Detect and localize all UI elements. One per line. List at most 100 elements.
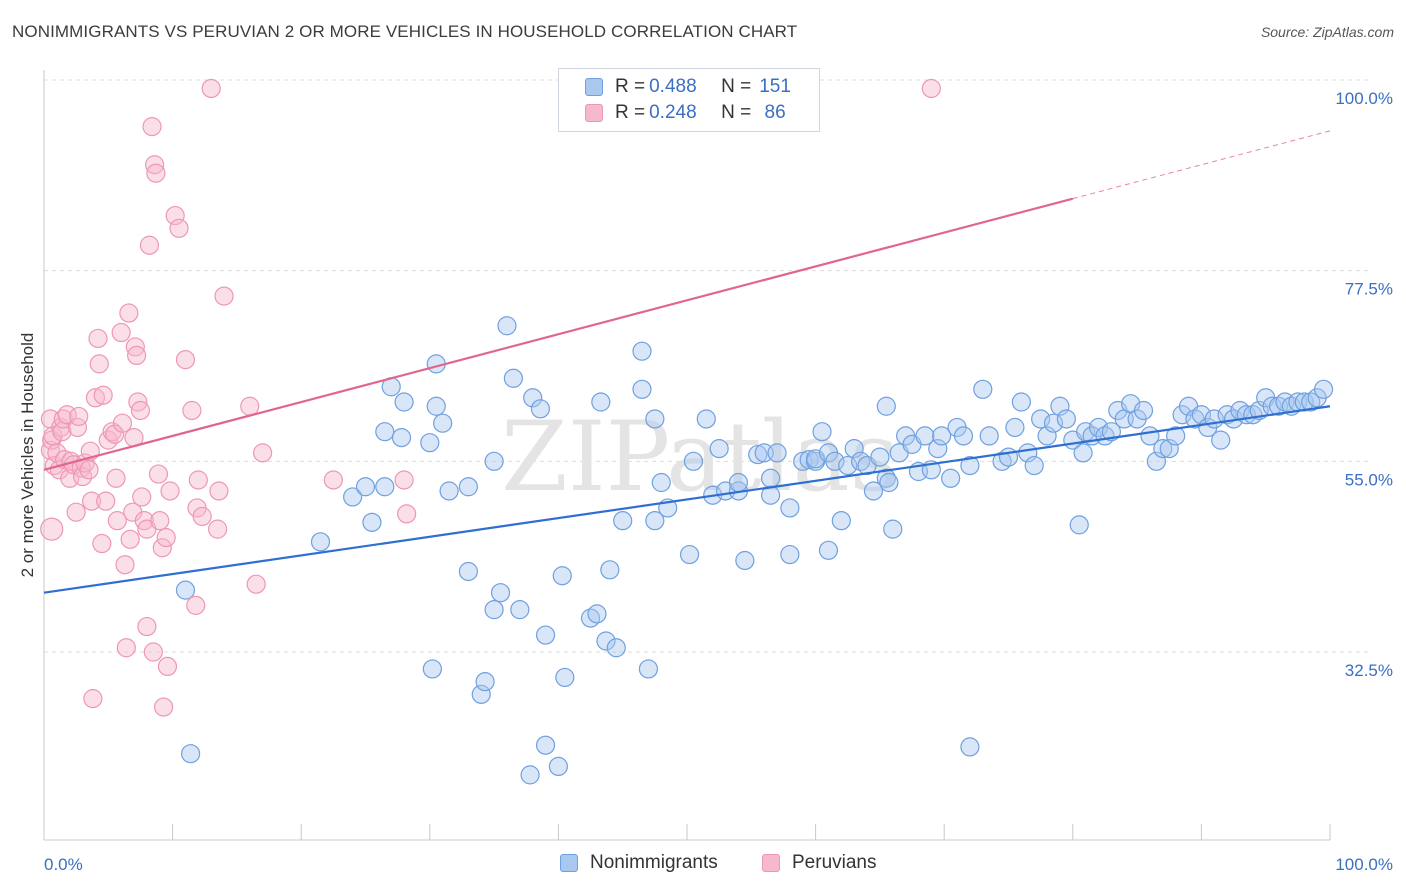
- nonimmigrants-point-42: [632, 379, 652, 399]
- nonimmigrants-point-125: [1153, 439, 1173, 459]
- peruvians-point-73: [208, 519, 228, 539]
- peruvians-point-40: [116, 638, 136, 658]
- nonimmigrants-point-51: [696, 409, 716, 429]
- nonimmigrants-point-46: [645, 511, 665, 531]
- nonimmigrants-point-102: [1011, 392, 1031, 412]
- nonimmigrants-point-39: [600, 560, 620, 580]
- nonimmigrants-point-23: [490, 583, 511, 603]
- nonimmigrants-point-73: [831, 511, 851, 531]
- y-tick-label: 100.0%: [1335, 89, 1393, 108]
- nonimmigrants-point-69: [812, 422, 832, 442]
- nonimmigrants-point-74: [838, 455, 858, 476]
- legend-swatch-blue: [560, 854, 578, 872]
- legend-r-value: 0.488: [649, 76, 697, 97]
- nonimmigrants-point-0: [175, 580, 196, 600]
- peruvians-point-41: [119, 303, 139, 323]
- peruvians-point-52: [137, 616, 157, 637]
- watermark: ZIPatlas: [501, 401, 899, 513]
- peruvians-point-16: [66, 502, 86, 522]
- nonimmigrants-point-20: [475, 672, 495, 692]
- legend-item-peruvians[interactable]: Peruvians: [762, 852, 877, 874]
- nonimmigrants-point-12: [426, 396, 446, 416]
- peruvians-point-60: [152, 538, 172, 558]
- legend-n-label: N =: [721, 76, 752, 97]
- nonimmigrants-point-92: [941, 468, 961, 488]
- peruvians-point-61: [153, 697, 174, 717]
- nonimmigrants-point-21: [484, 451, 504, 471]
- nonimmigrants-point-44: [638, 659, 659, 679]
- source-label: Source: ZipAtlas.com: [1260, 24, 1394, 40]
- nonimmigrants-point-32: [548, 756, 569, 777]
- nonimmigrants-point-19: [471, 684, 491, 704]
- x-tick-label-min: 0.0%: [44, 855, 83, 874]
- nonimmigrants-point-90: [928, 439, 948, 459]
- nonimmigrants-point-71: [818, 540, 839, 560]
- legend-item-nonimmigrants[interactable]: Nonimmigrants: [560, 852, 718, 874]
- nonimmigrants-point-22: [484, 600, 504, 620]
- series-nonimmigrants: [175, 316, 1334, 785]
- nonimmigrants-point-57: [735, 550, 755, 571]
- legend-swatch-pink: [585, 104, 603, 122]
- nonimmigrants-point-11: [420, 433, 440, 453]
- nonimmigrants-point-15: [433, 413, 453, 433]
- peruvians-point-57: [146, 163, 166, 183]
- nonimmigrants-point-18: [458, 561, 478, 582]
- nonimmigrants-point-107: [1043, 413, 1064, 433]
- y-axis-label: 2 or more Vehicles in Household: [18, 332, 37, 578]
- nonimmigrants-point-88: [915, 426, 935, 446]
- nonimmigrants-point-109: [1056, 409, 1076, 429]
- peruvians-point-25: [83, 689, 103, 709]
- peruvians-point-30: [93, 385, 113, 405]
- peruvians-point-22: [79, 460, 99, 480]
- nonimmigrants-point-117: [1101, 422, 1121, 442]
- legend-swatch-blue: [585, 78, 603, 96]
- legend-n-value: 151: [759, 76, 791, 97]
- nonimmigrants-point-64: [780, 498, 800, 518]
- nonimmigrants-point-150: [1313, 379, 1334, 399]
- nonimmigrants-point-60: [760, 485, 781, 505]
- peruvians-point-81: [397, 504, 417, 524]
- peruvians-point-42: [120, 529, 140, 549]
- nonimmigrants-point-41: [613, 511, 633, 531]
- peruvians-point-64: [160, 481, 180, 501]
- legend-n-label: N =: [721, 102, 752, 123]
- nonimmigrants-point-26: [510, 600, 530, 620]
- nonimmigrants-point-56: [728, 472, 749, 493]
- nonimmigrants-point-97: [973, 379, 993, 399]
- legend-n-value: 86: [759, 102, 786, 123]
- nonimmigrants-point-58: [748, 444, 768, 465]
- nonimmigrants-point-4: [355, 477, 376, 497]
- nonimmigrants-point-62: [767, 443, 787, 463]
- nonimmigrants-point-98: [979, 426, 999, 446]
- nonimmigrants-point-72: [825, 451, 845, 471]
- nonimmigrants-point-127: [1166, 426, 1186, 446]
- nonimmigrants-point-79: [870, 447, 890, 467]
- peruvians-point-78: [253, 443, 273, 463]
- legend-swatch-pink: [762, 854, 780, 872]
- peruvians-trend-extension: [1072, 130, 1331, 200]
- nonimmigrants-point-82: [879, 472, 899, 493]
- peruvians-point-34: [105, 424, 125, 444]
- series-legend: Nonimmigrants Peruvians: [0, 852, 1406, 876]
- nonimmigrants-point-134: [1211, 430, 1231, 450]
- peruvians-point-24: [81, 491, 102, 511]
- chart-title: NONIMMIGRANTS VS PERUVIAN 2 OR MORE VEHI…: [12, 22, 798, 41]
- peruvians-point-38: [112, 413, 133, 433]
- trend-lines: [43, 130, 1331, 594]
- peruvians-point-66: [169, 218, 189, 238]
- nonimmigrants-point-28: [523, 388, 543, 408]
- nonimmigrants-point-66: [799, 450, 819, 470]
- nonimmigrants-point-31: [535, 735, 556, 755]
- nonimmigrants-point-94: [953, 426, 974, 446]
- nonimmigrants-point-29: [530, 399, 550, 419]
- peruvians-point-75: [214, 286, 234, 306]
- nonimmigrants-point-25: [503, 368, 523, 388]
- nonimmigrants-point-111: [1069, 515, 1089, 535]
- peruvians-point-36: [107, 511, 127, 531]
- peruvians-point-74: [209, 481, 229, 501]
- peruvians-point-48: [130, 400, 151, 421]
- peruvians-point-80: [394, 470, 414, 490]
- peruvians-point-18: [69, 406, 89, 427]
- nonimmigrants-point-38: [596, 631, 616, 651]
- peruvians-trend-line: [43, 197, 1074, 471]
